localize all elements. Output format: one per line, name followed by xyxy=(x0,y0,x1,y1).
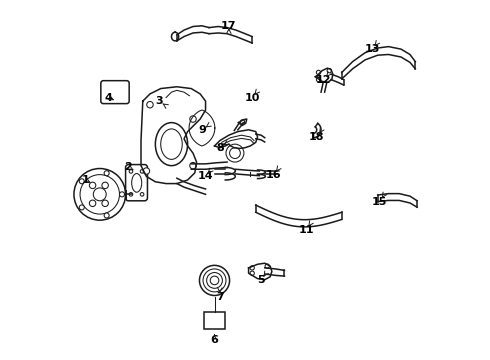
Circle shape xyxy=(129,170,133,173)
Text: 14: 14 xyxy=(198,171,213,181)
Circle shape xyxy=(327,68,331,73)
Circle shape xyxy=(190,116,196,122)
Text: 10: 10 xyxy=(245,93,260,103)
Text: 15: 15 xyxy=(372,197,387,207)
Text: 6: 6 xyxy=(211,334,219,345)
Circle shape xyxy=(89,200,96,207)
Text: 8: 8 xyxy=(216,143,224,153)
Circle shape xyxy=(140,170,144,173)
Text: 2: 2 xyxy=(124,162,132,172)
Circle shape xyxy=(250,271,254,275)
Circle shape xyxy=(120,192,124,197)
Circle shape xyxy=(190,162,196,169)
Text: 1: 1 xyxy=(81,175,89,185)
Text: 18: 18 xyxy=(309,132,324,142)
Circle shape xyxy=(240,120,245,124)
Circle shape xyxy=(89,182,96,189)
Circle shape xyxy=(102,182,108,189)
Text: 17: 17 xyxy=(221,21,237,31)
Circle shape xyxy=(129,193,133,196)
Text: 4: 4 xyxy=(105,93,113,103)
Circle shape xyxy=(140,193,144,196)
Bar xyxy=(204,312,225,329)
Circle shape xyxy=(317,77,320,82)
Text: 5: 5 xyxy=(257,275,265,285)
Text: 9: 9 xyxy=(198,125,206,135)
Circle shape xyxy=(104,171,109,176)
Text: 13: 13 xyxy=(365,44,380,54)
Text: 16: 16 xyxy=(266,170,281,180)
Circle shape xyxy=(143,168,149,174)
Circle shape xyxy=(317,70,320,75)
Circle shape xyxy=(265,264,270,268)
Text: 7: 7 xyxy=(216,292,224,302)
Text: 11: 11 xyxy=(298,225,314,235)
Text: 12: 12 xyxy=(316,75,332,85)
Circle shape xyxy=(147,102,153,108)
Circle shape xyxy=(79,205,84,210)
Circle shape xyxy=(79,179,84,184)
Circle shape xyxy=(102,200,108,207)
Text: 3: 3 xyxy=(155,96,163,106)
Circle shape xyxy=(104,213,109,218)
Circle shape xyxy=(250,266,254,270)
